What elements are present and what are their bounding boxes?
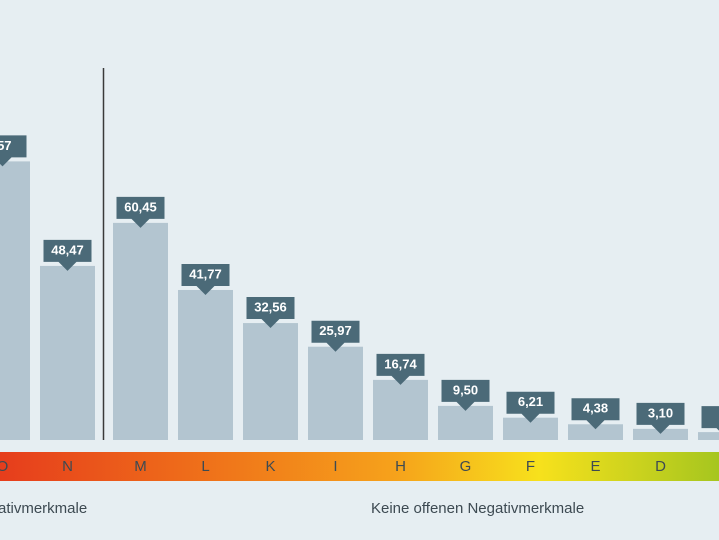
x-tick-label: H [395,458,406,475]
value-label: 4,38 [583,401,608,416]
bar [373,379,428,440]
x-tick-label: E [590,458,600,475]
value-label-box [441,379,490,411]
bar [178,289,233,440]
x-tick-label: K [265,458,275,475]
value-label-box [181,263,230,295]
value-label: 6,21 [518,394,543,409]
x-tick-label: M [134,458,147,475]
bar [503,417,558,440]
value-label-box [506,391,555,423]
value-label: 41,77 [189,266,222,281]
value-label-box [376,353,425,385]
value-label: 48,47 [51,242,84,257]
x-tick-label: I [333,458,337,475]
bar [40,265,95,440]
bar [308,346,363,440]
value-label-box [636,402,685,434]
x-tick-label: L [201,458,209,475]
bar [568,424,623,440]
value-label-box [43,239,92,271]
bar [438,405,493,440]
value-label: 32,56 [254,299,287,314]
value-label-box [246,297,295,329]
color-scale [0,452,719,481]
value-label-box [311,320,360,352]
value-label-box [571,398,620,430]
value-label: 3,10 [648,405,673,420]
x-tick-label: F [526,458,535,475]
value-label: ,57 [0,138,12,153]
x-tick-label: N [62,458,73,475]
bar [633,428,688,440]
annotation: Keine offenen Negativmerkmale [371,500,584,517]
value-label: 9,50 [453,382,478,397]
value-label: 16,74 [384,356,417,371]
bar [243,323,298,440]
x-tick-label: G [460,458,472,475]
bar [113,222,168,440]
bar [0,161,30,440]
value-label-box [0,135,27,167]
value-label-box [701,406,719,431]
x-tick-label: D [655,458,666,475]
annotation: ativmerkmale [0,500,87,517]
value-label: 25,97 [319,323,352,338]
value-label: 60,45 [124,199,157,214]
bar [698,432,719,440]
value-label-box [116,196,165,228]
x-tick-label: O [0,458,8,475]
